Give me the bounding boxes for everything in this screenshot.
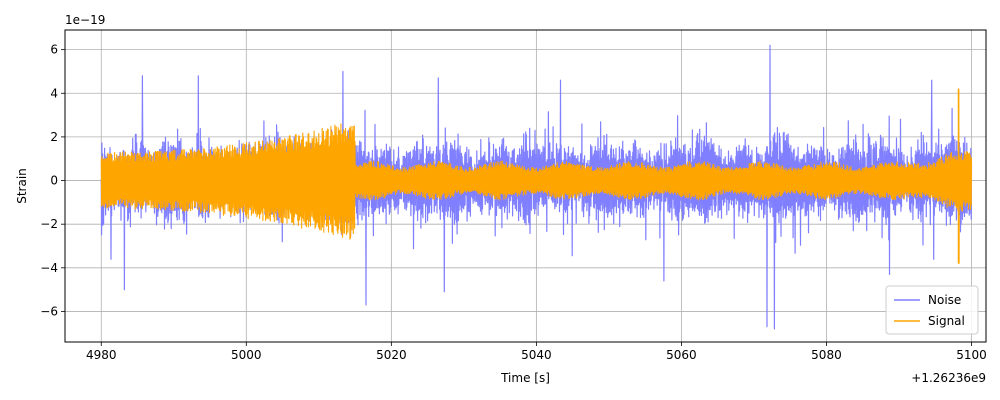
x-tick-label: 4980 [86, 348, 117, 362]
legend: Noise Signal [885, 285, 979, 335]
x-tick-label: 5080 [811, 348, 842, 362]
y-axis-ticks: −6 −4 −2 0 2 4 6 [40, 43, 65, 318]
y-tick-label: 2 [50, 130, 58, 144]
legend-box [885, 285, 979, 335]
x-axis-ticks: 4980 5000 5020 5040 5060 5080 5100 [86, 342, 987, 362]
x-tick-label: 5040 [521, 348, 552, 362]
x-tick-label: 5020 [376, 348, 407, 362]
y-axis-scale-label: 1e−19 [65, 13, 105, 27]
x-tick-label: 5060 [666, 348, 697, 362]
y-tick-label: −2 [40, 217, 58, 231]
y-tick-label: 4 [50, 86, 58, 100]
axes-frame [64, 29, 987, 343]
signal-series [100, 88, 973, 265]
y-tick-label: 6 [50, 43, 58, 57]
y-axis-label: Strain [15, 168, 29, 204]
legend-entry-signal: Signal [928, 314, 965, 328]
x-axis-offset-label: +1.26236e9 [911, 371, 986, 385]
y-tick-label: 0 [50, 174, 58, 188]
signal-line [100, 88, 973, 265]
plot-area [100, 44, 973, 330]
y-tick-label: −4 [40, 261, 58, 275]
x-tick-label: 5100 [956, 348, 987, 362]
y-tick-label: −6 [40, 304, 58, 318]
x-axis-label: Time [s] [500, 371, 550, 385]
legend-entry-noise: Noise [928, 293, 961, 307]
x-tick-label: 5000 [231, 348, 262, 362]
